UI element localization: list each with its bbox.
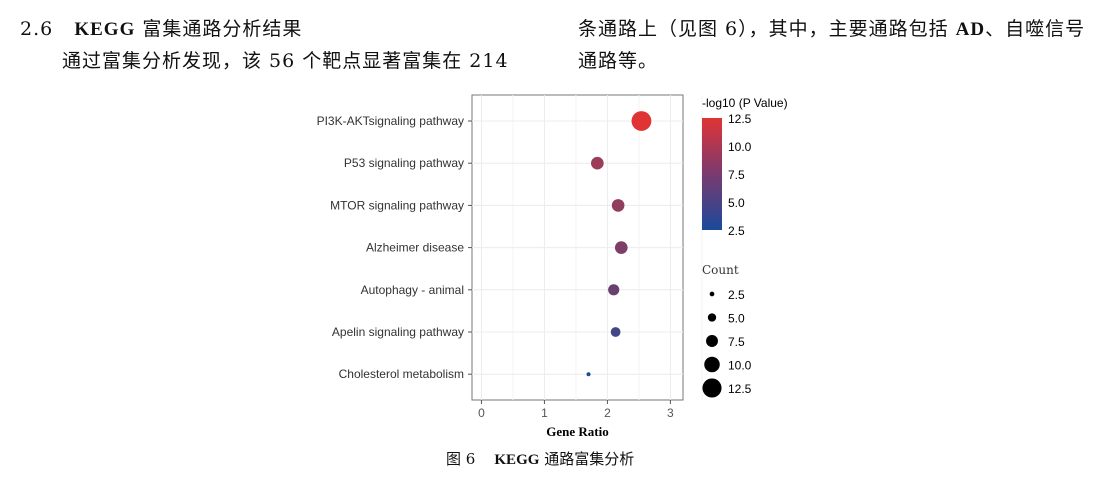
data-point (591, 156, 604, 170)
kegg-bubble-chart: 0 1 2 3 PI3K-AKTsignaling pathway P53 signali… (317, 94, 788, 439)
right-paragraph-line2: 通路等。 (578, 50, 659, 72)
size-legend-label: 2.5 (728, 288, 745, 302)
text: 条通路上（见图 6），其中，主要通路包括 (578, 18, 956, 40)
y-tick-label: MTOR signaling pathway (330, 198, 464, 212)
color-legend-label: 2.5 (728, 224, 745, 238)
y-tick-label: P53 signaling pathway (344, 156, 464, 170)
text: 、自噬信号 (985, 18, 1086, 40)
y-tick-label: Apelin signaling pathway (332, 325, 464, 339)
size-legend-label: 5.0 (728, 312, 745, 326)
size-legend-label: 7.5 (728, 335, 745, 349)
data-point (610, 327, 621, 337)
data-point (614, 241, 628, 254)
y-tick-label: PI3K-AKTsignaling pathway (317, 114, 464, 128)
size-legend-label: 12.5 (728, 382, 752, 396)
data-point (611, 199, 625, 212)
x-axis-label: Gene Ratio (546, 424, 608, 439)
color-legend-label: 5.0 (728, 196, 745, 210)
data-point (586, 372, 591, 377)
right-paragraph-line1: 条通路上（见图 6），其中，主要通路包括 AD、自噬信号 (578, 14, 1085, 41)
caption-bold: KEGG (494, 452, 540, 468)
y-tick-label: Autophagy - animal (361, 283, 464, 297)
size-legend-dot (704, 356, 720, 373)
caption-title: 通路富集分析 (544, 450, 635, 468)
size-legend-dot (709, 291, 715, 297)
color-legend-label: 12.5 (728, 112, 752, 126)
x-tick-label: 1 (541, 406, 548, 420)
x-tick-label: 0 (478, 406, 485, 420)
color-legend-title: -log10 (P Value) (702, 96, 788, 110)
size-legend-dot (707, 313, 717, 322)
left-paragraph: 通过富集分析发现，该 56 个靶点显著富集在 214 (62, 50, 509, 72)
size-legend-label: 10.0 (728, 359, 752, 373)
x-tick-label: 3 (667, 406, 674, 420)
caption-label: 图 6 (446, 450, 476, 468)
x-tick-label: 2 (604, 406, 611, 420)
section-heading: 2.6 KEGG 富集通路分析结果 (20, 14, 302, 41)
section-title: 富集通路分析结果 (142, 18, 303, 40)
size-legend-dot (706, 335, 718, 347)
data-point (631, 111, 652, 131)
section-number: 2.6 (20, 18, 54, 40)
y-tick-label: Alzheimer disease (366, 241, 464, 255)
color-legend-label: 10.0 (728, 140, 752, 154)
color-legend-label: 7.5 (728, 168, 745, 182)
text-bold: AD (955, 19, 986, 40)
y-tick-label: Cholesterol metabolism (339, 367, 464, 381)
data-point (608, 284, 620, 296)
figure-caption: 图 6 KEGG 通路富集分析 (446, 448, 634, 469)
section-title-bold: KEGG (74, 19, 136, 40)
size-legend-title: Count (702, 263, 739, 277)
color-bar (702, 118, 722, 230)
size-legend-dot (702, 378, 722, 398)
